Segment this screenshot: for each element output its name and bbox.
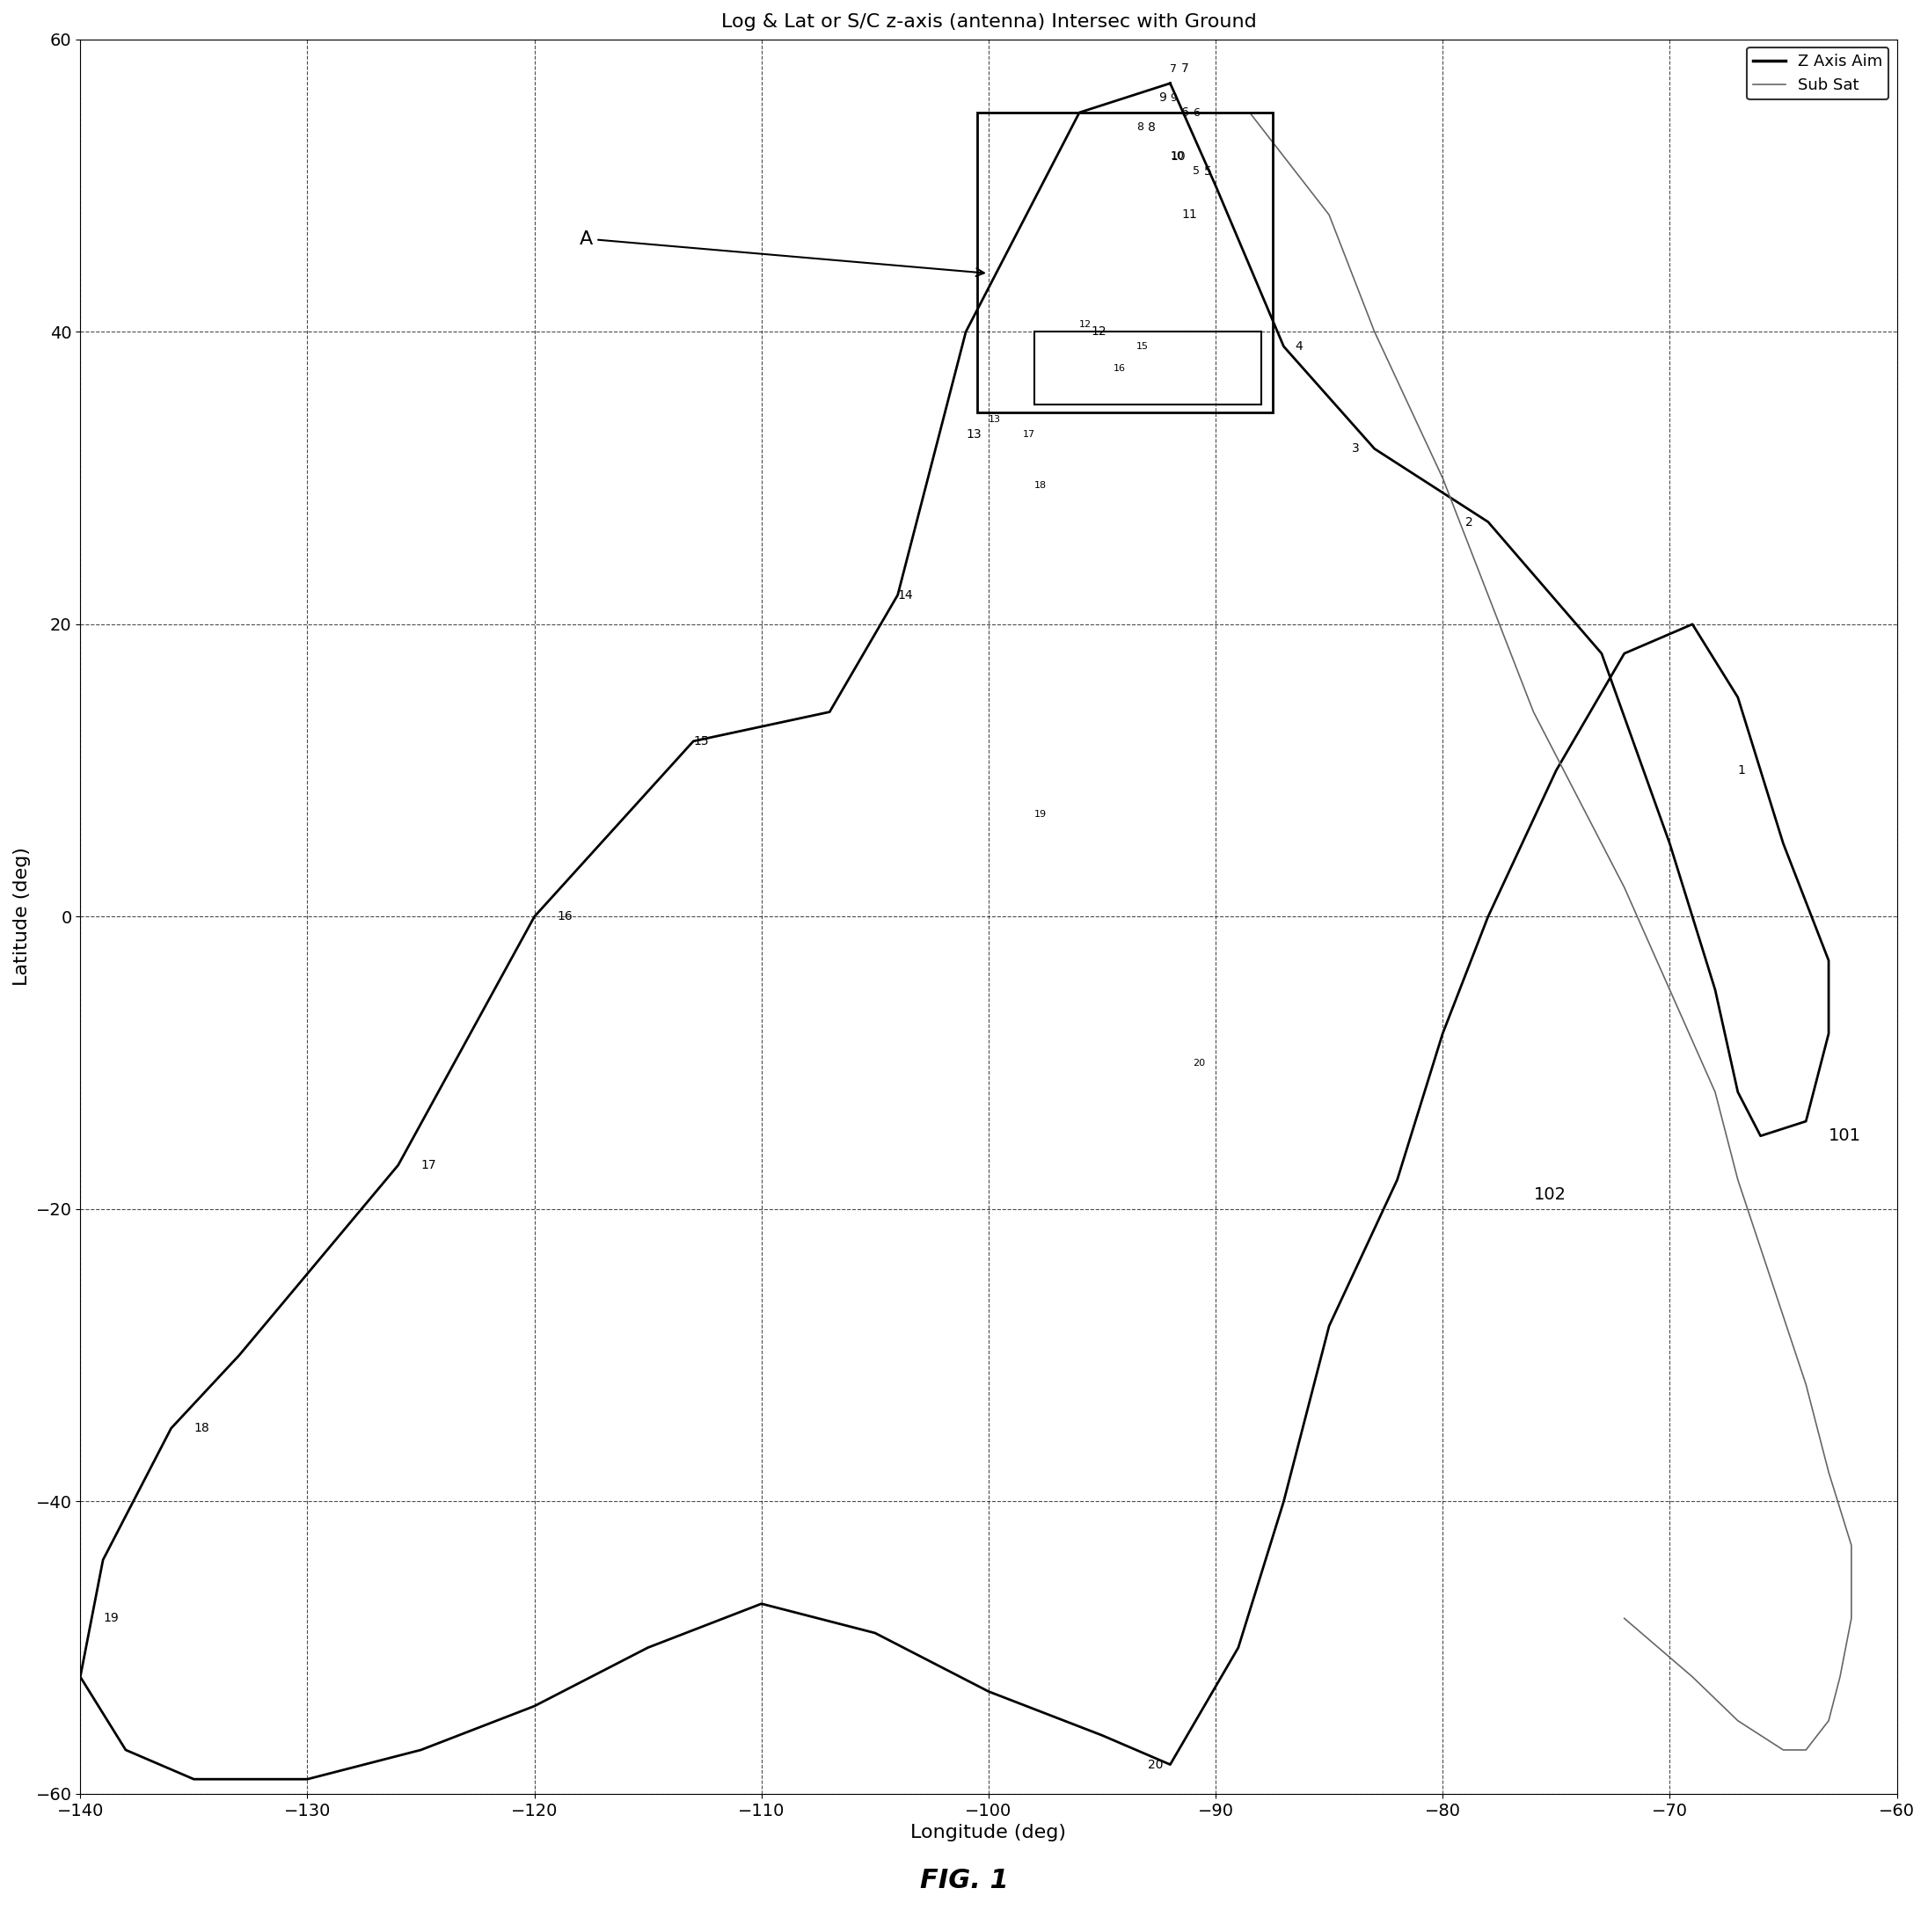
Text: 15: 15 (1136, 342, 1149, 352)
Text: 8: 8 (1136, 122, 1143, 133)
Text: 1: 1 (1737, 765, 1745, 777)
Text: 19: 19 (1033, 810, 1047, 819)
Y-axis label: Latitude (deg): Latitude (deg) (13, 848, 31, 985)
Text: FIG. 1: FIG. 1 (920, 1868, 1008, 1893)
Text: 5: 5 (1205, 164, 1213, 178)
Text: 16: 16 (557, 910, 573, 923)
Text: 2: 2 (1465, 516, 1473, 527)
Text: 3: 3 (1352, 442, 1359, 454)
Text: 7: 7 (1182, 62, 1190, 75)
Title: Log & Lat or S/C z-axis (antenna) Intersec with Ground: Log & Lat or S/C z-axis (antenna) Inters… (721, 14, 1257, 31)
Legend: Z Axis Aim, Sub Sat: Z Axis Aim, Sub Sat (1747, 48, 1889, 100)
X-axis label: Longitude (deg): Longitude (deg) (910, 1824, 1066, 1841)
Text: 13: 13 (966, 429, 981, 440)
Text: 19: 19 (102, 1611, 120, 1625)
Bar (1033, 332, 1261, 406)
Text: 7: 7 (1170, 64, 1178, 75)
Text: A: A (580, 230, 983, 276)
Text: 6: 6 (1182, 106, 1190, 118)
Text: 4: 4 (1296, 340, 1303, 354)
Text: 8: 8 (1147, 122, 1155, 133)
Text: 10: 10 (1170, 151, 1184, 162)
Text: 20: 20 (1193, 1059, 1205, 1066)
Text: 17: 17 (1022, 429, 1035, 439)
Text: 9: 9 (1170, 93, 1178, 104)
Text: 17: 17 (420, 1159, 436, 1171)
Text: 16: 16 (1112, 363, 1126, 373)
Text: 12: 12 (1091, 327, 1107, 338)
Text: 15: 15 (694, 734, 710, 748)
Text: 5: 5 (1193, 166, 1199, 176)
Text: 102: 102 (1533, 1186, 1566, 1204)
Text: 9: 9 (1159, 93, 1166, 104)
Text: 18: 18 (1033, 481, 1047, 489)
Text: 18: 18 (195, 1422, 210, 1434)
Text: 13: 13 (989, 415, 1001, 423)
Text: 101: 101 (1828, 1128, 1861, 1144)
Text: 6: 6 (1193, 106, 1199, 118)
Text: 12: 12 (1080, 321, 1091, 328)
Text: 11: 11 (1182, 209, 1197, 220)
Bar (977, 112, 1272, 412)
Text: 20: 20 (1147, 1758, 1163, 1772)
Text: 14: 14 (898, 589, 914, 601)
Text: 10: 10 (1170, 151, 1186, 162)
